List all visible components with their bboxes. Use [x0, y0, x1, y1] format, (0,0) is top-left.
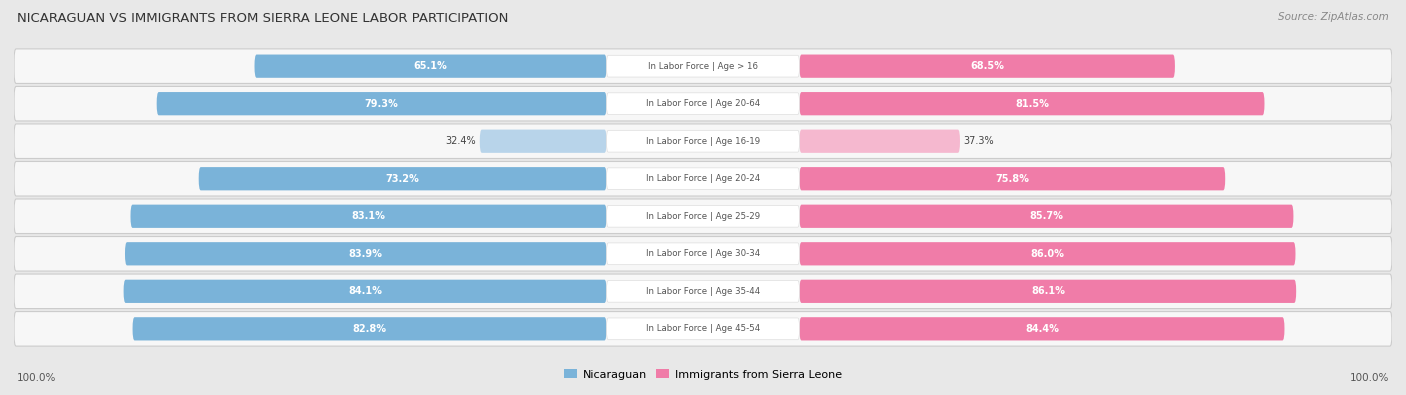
- Text: 73.2%: 73.2%: [385, 174, 419, 184]
- Text: In Labor Force | Age 45-54: In Labor Force | Age 45-54: [645, 324, 761, 333]
- FancyBboxPatch shape: [800, 92, 1264, 115]
- Text: 65.1%: 65.1%: [413, 61, 447, 71]
- Text: 82.8%: 82.8%: [353, 324, 387, 334]
- FancyBboxPatch shape: [606, 205, 800, 227]
- Text: 86.1%: 86.1%: [1031, 286, 1064, 296]
- FancyBboxPatch shape: [800, 130, 960, 153]
- Text: 83.9%: 83.9%: [349, 249, 382, 259]
- Text: 84.4%: 84.4%: [1025, 324, 1059, 334]
- Legend: Nicaraguan, Immigrants from Sierra Leone: Nicaraguan, Immigrants from Sierra Leone: [560, 365, 846, 384]
- Text: 84.1%: 84.1%: [349, 286, 382, 296]
- FancyBboxPatch shape: [14, 199, 1392, 233]
- FancyBboxPatch shape: [606, 318, 800, 340]
- Text: 83.1%: 83.1%: [352, 211, 385, 221]
- FancyBboxPatch shape: [14, 312, 1392, 346]
- Text: 68.5%: 68.5%: [970, 61, 1004, 71]
- FancyBboxPatch shape: [800, 205, 1294, 228]
- FancyBboxPatch shape: [14, 49, 1392, 83]
- Text: 85.7%: 85.7%: [1029, 211, 1063, 221]
- FancyBboxPatch shape: [156, 92, 606, 115]
- Text: In Labor Force | Age 25-29: In Labor Force | Age 25-29: [645, 212, 761, 221]
- Text: 75.8%: 75.8%: [995, 174, 1029, 184]
- Text: In Labor Force | Age 16-19: In Labor Force | Age 16-19: [645, 137, 761, 146]
- FancyBboxPatch shape: [131, 205, 606, 228]
- FancyBboxPatch shape: [14, 162, 1392, 196]
- Text: 100.0%: 100.0%: [17, 373, 56, 383]
- Text: In Labor Force | Age 20-24: In Labor Force | Age 20-24: [645, 174, 761, 183]
- Text: 37.3%: 37.3%: [963, 136, 994, 146]
- Text: 81.5%: 81.5%: [1015, 99, 1049, 109]
- FancyBboxPatch shape: [800, 280, 1296, 303]
- FancyBboxPatch shape: [254, 55, 606, 78]
- FancyBboxPatch shape: [800, 55, 1175, 78]
- FancyBboxPatch shape: [14, 274, 1392, 308]
- FancyBboxPatch shape: [606, 168, 800, 190]
- Text: Source: ZipAtlas.com: Source: ZipAtlas.com: [1278, 12, 1389, 22]
- FancyBboxPatch shape: [800, 167, 1225, 190]
- FancyBboxPatch shape: [14, 237, 1392, 271]
- Text: 79.3%: 79.3%: [364, 99, 398, 109]
- Text: 86.0%: 86.0%: [1031, 249, 1064, 259]
- FancyBboxPatch shape: [198, 167, 606, 190]
- FancyBboxPatch shape: [606, 55, 800, 77]
- FancyBboxPatch shape: [125, 242, 606, 265]
- FancyBboxPatch shape: [606, 243, 800, 265]
- Text: NICARAGUAN VS IMMIGRANTS FROM SIERRA LEONE LABOR PARTICIPATION: NICARAGUAN VS IMMIGRANTS FROM SIERRA LEO…: [17, 12, 508, 25]
- Text: 100.0%: 100.0%: [1350, 373, 1389, 383]
- FancyBboxPatch shape: [479, 130, 606, 153]
- Text: In Labor Force | Age 35-44: In Labor Force | Age 35-44: [645, 287, 761, 296]
- FancyBboxPatch shape: [606, 130, 800, 152]
- FancyBboxPatch shape: [14, 124, 1392, 158]
- FancyBboxPatch shape: [14, 87, 1392, 121]
- FancyBboxPatch shape: [800, 242, 1295, 265]
- Text: In Labor Force | Age 20-64: In Labor Force | Age 20-64: [645, 99, 761, 108]
- Text: 32.4%: 32.4%: [446, 136, 477, 146]
- Text: In Labor Force | Age > 16: In Labor Force | Age > 16: [648, 62, 758, 71]
- FancyBboxPatch shape: [800, 317, 1285, 340]
- FancyBboxPatch shape: [132, 317, 606, 340]
- Text: In Labor Force | Age 30-34: In Labor Force | Age 30-34: [645, 249, 761, 258]
- FancyBboxPatch shape: [606, 93, 800, 115]
- FancyBboxPatch shape: [124, 280, 606, 303]
- FancyBboxPatch shape: [606, 280, 800, 302]
